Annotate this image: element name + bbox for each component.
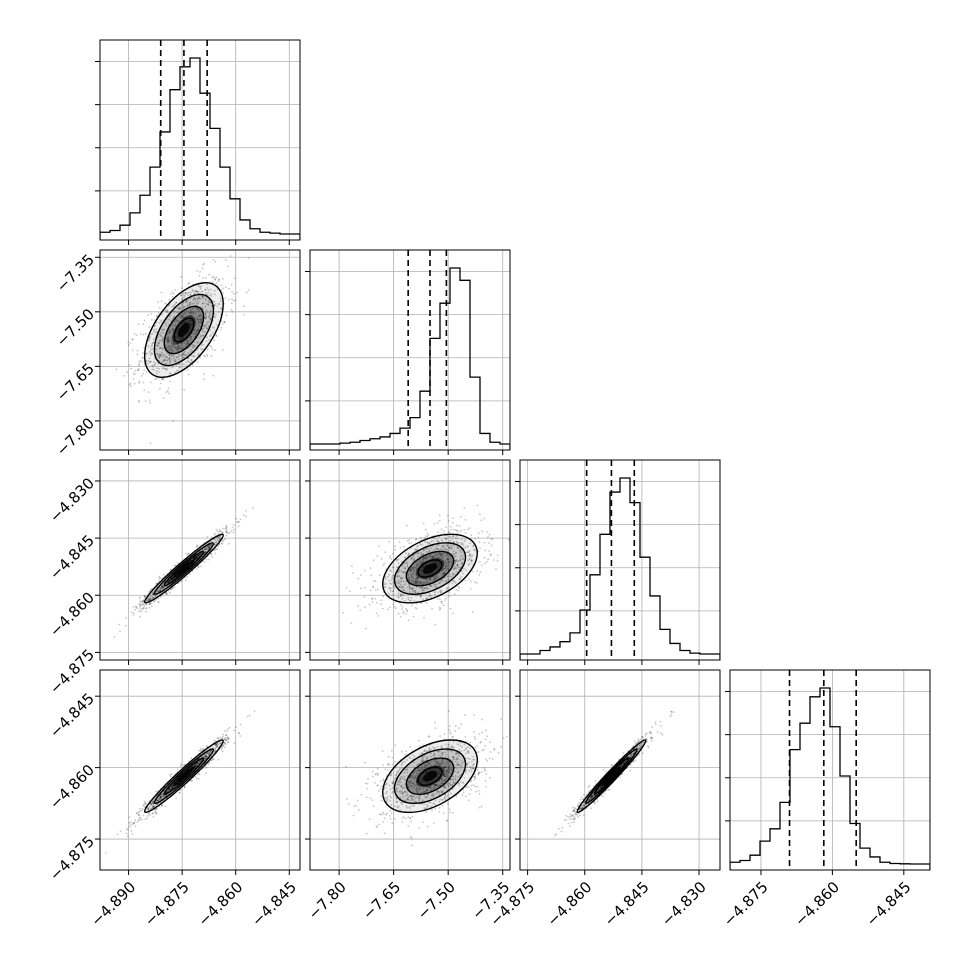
x-tick-label-0-1: −4.875 [141,878,193,930]
y-tick-label-1-1: −7.65 [53,360,98,405]
contour-line-2 [393,748,467,805]
y-tick-label-1-0: −7.80 [53,414,98,459]
density-fill [382,739,478,813]
x-tick-label-0-3: −4.845 [248,878,300,930]
y-tick-label-1-2: −7.50 [53,305,98,350]
contour-line-3 [576,739,647,814]
x-tick-label-0-2: −4.860 [194,878,246,930]
contour-line-0 [173,559,195,578]
contour-line-1 [593,757,630,795]
scatter-panel-3-0 [95,669,301,875]
panel-frame [309,249,511,451]
panel-frame [99,669,301,871]
x-tick-label-2-3: −4.830 [658,878,710,930]
histogram-step [730,687,930,870]
panel-frame [309,459,511,661]
contour-line-3 [143,282,224,378]
y-tick-label-1-3: −7.35 [53,251,98,296]
y-tick-label-3-2: −4.845 [46,689,98,741]
contour-line-0 [417,559,443,578]
x-tick-label-2-2: −4.845 [601,878,653,930]
density-fill [144,739,224,813]
contour-line-2 [153,293,215,367]
scatter-panel-3-2 [515,669,721,875]
contour-line-3 [143,739,224,814]
scatter-panel-2-0 [95,459,301,665]
contour-line-0 [173,317,195,343]
histogram-panel-1 [305,249,511,455]
panel-frame [729,669,931,871]
contour-line-0 [417,766,443,786]
histogram-panel-0 [95,39,301,245]
contour-line-0 [173,766,195,786]
contour-line-3 [143,533,224,604]
panel-frame [99,249,301,451]
scatter-points [342,504,510,630]
y-tick-label-2-1: −4.860 [46,589,98,641]
y-tick-label-2-2: −4.845 [46,531,98,583]
y-tick-label-3-1: −4.860 [46,761,98,813]
panel-frame [519,669,721,871]
histogram-panel-2 [515,459,721,665]
x-tick-label-3-0: −4.875 [720,878,772,930]
histogram-step [310,267,510,450]
contour-line-1 [405,550,455,587]
y-tick-label-2-0: −4.875 [46,646,98,698]
x-tick-label-0-0: −4.890 [87,878,139,930]
y-tick-label-3-0: −4.875 [46,832,98,884]
histogram-panel-3 [725,669,931,875]
x-tick-label-1-2: −7.50 [414,878,459,923]
scatter-panel-2-1 [305,459,511,665]
contour-line-2 [153,542,215,595]
scatter-panel-1-0 [95,249,301,455]
contour-line-1 [163,550,205,587]
contour-line-1 [405,757,455,795]
contour-line-0 [602,766,621,786]
x-tick-label-2-1: −4.860 [544,878,596,930]
x-tick-label-1-1: −7.65 [359,878,404,923]
panel-frame [519,459,721,661]
histogram-step [100,57,300,240]
panel-frame [99,39,301,241]
x-tick-label-3-1: −4.860 [791,878,843,930]
density-fill [144,282,224,378]
y-tick-label-2-3: −4.830 [46,474,98,526]
contour-line-2 [585,748,638,805]
contour-line-2 [393,542,467,595]
x-tick-label-1-0: −7.80 [305,878,350,923]
contour-line-1 [163,757,205,795]
density-fill [144,534,224,603]
contour-line-2 [153,748,215,805]
contour-line-3 [382,533,478,604]
contour-line-3 [382,739,478,814]
x-tick-label-3-2: −4.845 [863,878,915,930]
histogram-step [520,477,720,660]
panel-frame [309,669,511,871]
scatter-panel-3-1 [305,669,511,875]
density-fill [382,534,478,603]
panel-frame [99,459,301,661]
contour-line-1 [163,305,205,355]
